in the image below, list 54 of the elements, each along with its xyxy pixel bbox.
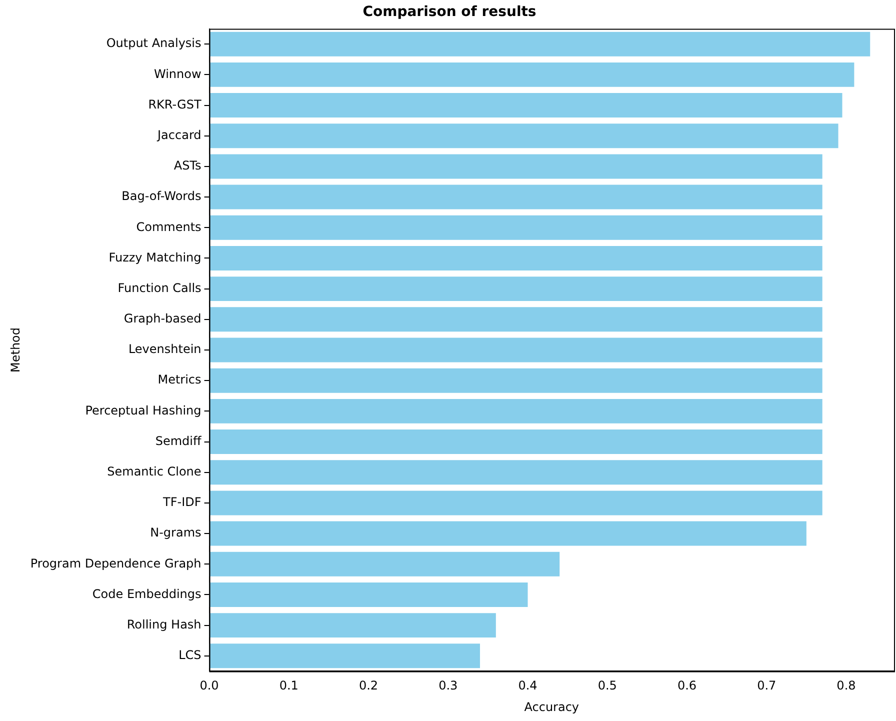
y-tick-label: Jaccard xyxy=(156,128,202,142)
y-tick-label: Code Embeddings xyxy=(92,586,202,601)
x-axis-title: Accuracy xyxy=(524,700,580,714)
y-tick-label: Semantic Clone xyxy=(107,464,202,478)
chart-title: Comparison of results xyxy=(362,4,536,20)
bar xyxy=(209,246,822,270)
y-tick-label: Winnow xyxy=(154,66,202,81)
bar xyxy=(209,490,822,516)
bar xyxy=(209,307,822,332)
bar xyxy=(209,93,842,118)
y-tick-label: Output Analysis xyxy=(106,36,202,50)
x-tick-label: 0.0 xyxy=(200,678,219,693)
bar xyxy=(209,582,528,607)
y-tick-label: Bag-of-Words xyxy=(122,189,202,204)
bar xyxy=(209,398,822,424)
x-tick-label: 0.2 xyxy=(358,678,378,693)
bar xyxy=(209,124,838,148)
y-tick-label: Perceptual Hashing xyxy=(85,403,202,418)
bar xyxy=(209,32,870,56)
x-tick-label: 0.6 xyxy=(677,678,697,693)
bar xyxy=(209,154,822,179)
y-tick-label: N-grams xyxy=(150,526,202,540)
x-tick-label: 0.3 xyxy=(438,678,458,693)
x-tick-label: 0.8 xyxy=(836,678,856,693)
bar xyxy=(209,613,496,638)
bar xyxy=(209,215,822,240)
y-axis-title: Method xyxy=(8,327,22,373)
y-tick-label: Metrics xyxy=(158,372,202,387)
y-tick-label: ASTs xyxy=(174,158,202,173)
y-tick-label: Rolling Hash xyxy=(126,617,202,632)
y-tick-label: Levenshtein xyxy=(128,342,202,356)
x-tick-label: 0.1 xyxy=(279,678,298,693)
y-tick-label: LCS xyxy=(178,648,202,662)
x-tick-label: 0.5 xyxy=(598,678,617,693)
y-tick-label: Function Calls xyxy=(118,280,202,295)
y-tick-label: Fuzzy Matching xyxy=(108,250,202,264)
x-tick-label: 0.7 xyxy=(757,678,776,693)
bar xyxy=(209,460,822,485)
y-tick-label: TF-IDF xyxy=(162,495,202,510)
bar xyxy=(209,276,822,302)
bar xyxy=(209,184,822,210)
x-tick-label: 0.4 xyxy=(518,678,538,693)
y-tick-label: Graph-based xyxy=(124,312,202,326)
bar xyxy=(209,368,822,393)
bar xyxy=(209,552,560,576)
y-tick-label: Program Dependence Graph xyxy=(30,556,202,570)
y-tick-label: Comments xyxy=(136,220,202,234)
bar xyxy=(209,338,822,362)
y-tick-label: RKR-GST xyxy=(148,97,202,112)
y-tick-label: Semdiff xyxy=(155,434,202,448)
bar xyxy=(209,62,854,87)
bar xyxy=(209,430,822,454)
bar xyxy=(209,644,480,668)
bar xyxy=(209,521,806,546)
